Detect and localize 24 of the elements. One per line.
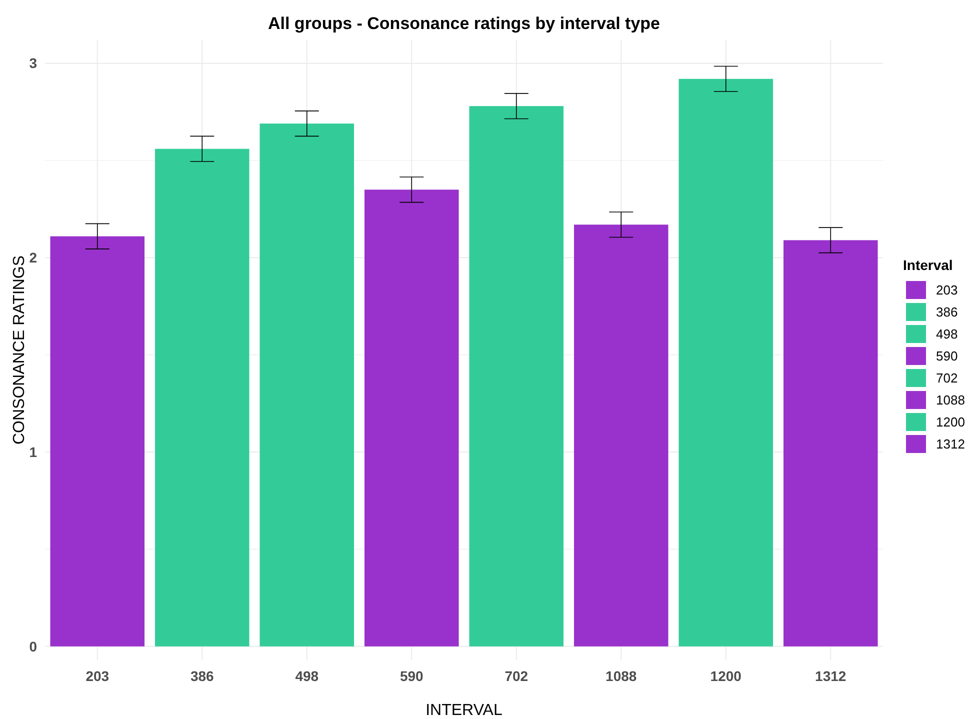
x-tick-label: 498 (295, 668, 319, 684)
y-tick-label: 1 (29, 444, 38, 460)
x-tick-label: 1200 (710, 668, 742, 684)
y-tick-label: 2 (29, 250, 38, 266)
x-tick-label: 203 (86, 668, 110, 684)
y-axis-title: CONSONANCE RATINGS (11, 255, 28, 445)
legend-label: 1200 (936, 414, 965, 430)
legend-label: 1088 (936, 392, 965, 408)
legend-label: 702 (936, 370, 958, 386)
y-tick-label: 3 (29, 55, 38, 72)
legend-label: 203 (936, 282, 958, 298)
x-tick-label: 702 (504, 668, 528, 684)
legend-label: 1312 (936, 436, 965, 452)
x-tick-label: 386 (190, 668, 214, 684)
chart-title: All groups - Consonance ratings by interval type (268, 14, 660, 33)
y-tick-label: 0 (29, 638, 38, 654)
legend-label: 386 (936, 304, 958, 320)
x-axis-title: INTERVAL (426, 702, 502, 719)
x-tick-label: 590 (400, 668, 424, 684)
legend-title: Interval (903, 257, 953, 273)
legend-label: 590 (936, 348, 958, 364)
x-tick-label: 1312 (815, 668, 846, 684)
x-tick-label: 1088 (606, 668, 637, 684)
legend-label: 498 (936, 326, 958, 342)
